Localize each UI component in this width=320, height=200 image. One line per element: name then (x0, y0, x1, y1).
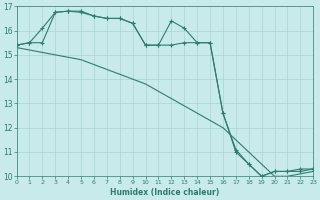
X-axis label: Humidex (Indice chaleur): Humidex (Indice chaleur) (110, 188, 220, 197)
